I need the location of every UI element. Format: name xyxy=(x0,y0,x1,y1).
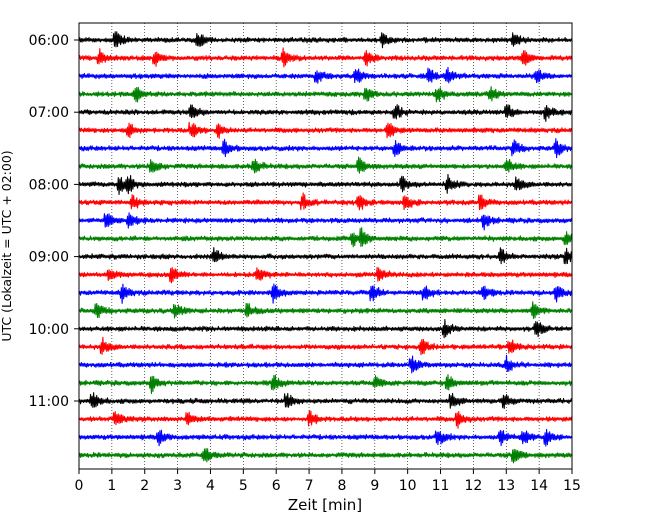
y-axis-ticks: 06:00 07:00 08:00 09:00 10:00 11:00 xyxy=(29,33,79,410)
x-tick-label: 14 xyxy=(530,478,548,494)
x-tick-label: 10 xyxy=(399,478,417,494)
seismogram-trace xyxy=(78,336,573,356)
seismogram-trace xyxy=(78,374,573,395)
seismogram-trace xyxy=(78,47,573,68)
seismogram-trace xyxy=(78,138,573,159)
x-tick-label: 1 xyxy=(107,478,116,494)
seismogram-trace xyxy=(78,173,573,196)
x-tick-label: 3 xyxy=(173,478,182,494)
y-tick-label: 08:00 xyxy=(29,177,69,193)
seismogram-trace xyxy=(78,192,573,211)
x-tick-label: 0 xyxy=(75,478,84,494)
x-tick-label: 5 xyxy=(239,478,248,494)
seismogram-trace xyxy=(78,104,573,122)
seismogram-trace xyxy=(78,318,573,339)
x-tick-label: 11 xyxy=(432,478,450,494)
seismogram-trace xyxy=(78,266,573,284)
x-tick-label: 15 xyxy=(563,478,581,494)
y-tick-label: 06:00 xyxy=(29,33,69,49)
y-tick-label: 07:00 xyxy=(29,105,69,121)
x-tick-label: 12 xyxy=(464,478,482,494)
seismogram-trace xyxy=(78,212,573,231)
x-tick-label: 4 xyxy=(206,478,215,494)
seismogram-trace xyxy=(78,86,573,103)
x-tick-label: 7 xyxy=(305,478,314,494)
plot-frame xyxy=(78,22,573,470)
seismogram-trace xyxy=(78,66,573,84)
seismogram-trace xyxy=(78,121,573,139)
seismogram-trace xyxy=(78,283,573,304)
y-tick-label: 11:00 xyxy=(29,394,69,410)
x-tick-label: 8 xyxy=(337,478,346,494)
seismogram-trace xyxy=(78,447,573,464)
seismogram-trace xyxy=(78,247,573,265)
seismogram-trace xyxy=(78,31,573,49)
seismogram-trace xyxy=(78,428,573,447)
x-tick-label: 13 xyxy=(497,478,515,494)
y-tick-label: 09:00 xyxy=(29,250,69,266)
x-tick-label: 2 xyxy=(140,478,149,494)
y-tick-label: 10:00 xyxy=(29,322,69,338)
seismogram-trace xyxy=(78,156,573,174)
seismogram-trace xyxy=(78,301,573,319)
seismogram-trace xyxy=(78,354,573,374)
x-axis-label: Zeit [min] xyxy=(288,496,362,514)
seismogram-trace xyxy=(78,409,573,429)
y-axis-label: UTC (Lokalzeit = UTC + 02:00) xyxy=(0,150,14,341)
x-tick-label: 6 xyxy=(272,478,281,494)
seismogram-trace xyxy=(78,227,573,248)
seismogram-traces xyxy=(78,31,573,464)
x-axis-ticks: 0 1 2 3 4 5 6 7 8 9 10 11 12 13 14 15 xyxy=(75,469,581,494)
seismogram-trace xyxy=(78,392,573,410)
x-tick-label: 9 xyxy=(370,478,379,494)
